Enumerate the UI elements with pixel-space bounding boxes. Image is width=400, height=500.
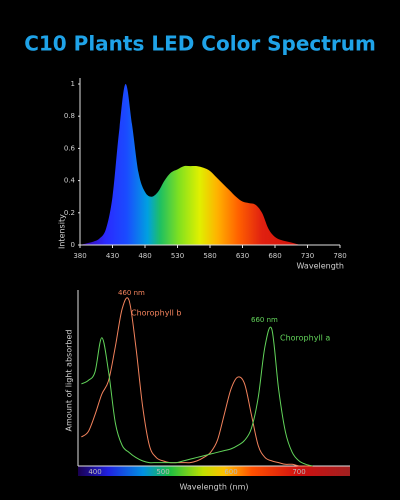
y-tick-label: 0.4 xyxy=(64,177,76,185)
y-axis-label: Amount of light absorbed xyxy=(65,330,74,432)
x-tick-label: 480 xyxy=(138,252,151,260)
x-tick-label: 730 xyxy=(301,252,314,260)
y-tick-label: 1 xyxy=(71,80,75,88)
chart-title: C10 Plants LED Color Spectrum xyxy=(24,32,376,56)
y-tick-label: 0.2 xyxy=(64,209,75,217)
x-tick-label: 530 xyxy=(171,252,184,260)
x-tick-label: 600 xyxy=(224,468,237,476)
y-axis-label: Intensity xyxy=(58,214,67,249)
x-axis-label: Wavelength (nm) xyxy=(179,483,248,492)
x-tick-label: 700 xyxy=(292,468,305,476)
y-tick-label: 0.6 xyxy=(64,144,76,152)
x-tick-label: 500 xyxy=(156,468,169,476)
absorption-line xyxy=(81,297,313,467)
x-tick-label: 430 xyxy=(106,252,119,260)
x-tick-label: 630 xyxy=(236,252,249,260)
y-tick-label: 0.8 xyxy=(64,112,75,120)
annotation: 660 nm xyxy=(251,316,278,324)
annotation: 460 nm xyxy=(118,289,145,297)
series-label: Chorophyll a xyxy=(280,334,330,343)
x-tick-label: 780 xyxy=(333,252,346,260)
x-tick-label: 580 xyxy=(203,252,216,260)
spectrum-area xyxy=(80,83,340,246)
x-tick-label: 380 xyxy=(73,252,86,260)
spectrum-bar xyxy=(78,466,350,476)
y-tick-label: 0 xyxy=(71,241,75,249)
x-tick-label: 400 xyxy=(88,468,101,476)
x-tick-label: 680 xyxy=(268,252,281,260)
absorption-line xyxy=(81,326,313,467)
x-axis-label: Wavelength xyxy=(297,262,344,271)
series-label: Chorophyll b xyxy=(131,309,182,318)
